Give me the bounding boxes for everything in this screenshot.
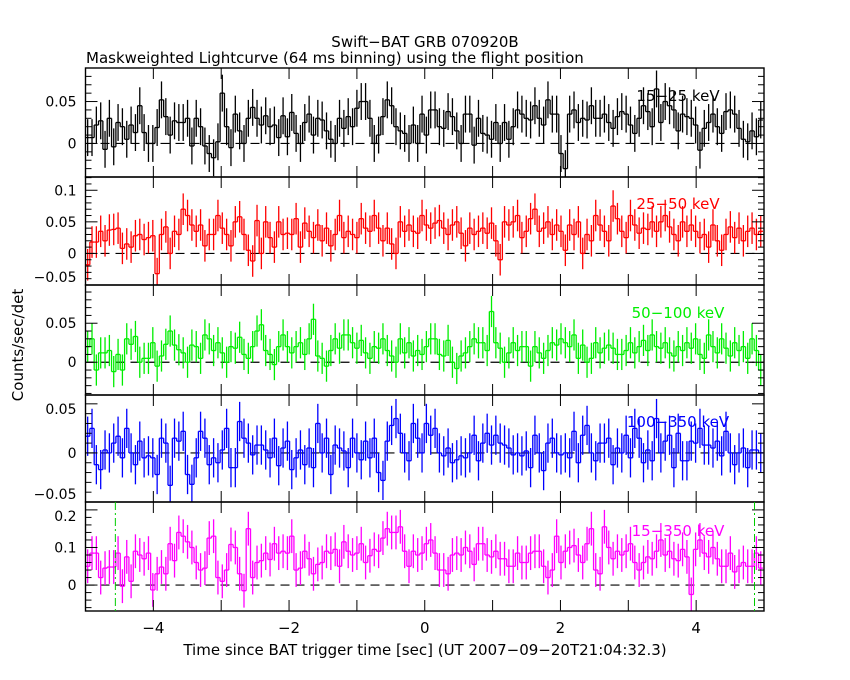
band-label: 25−50 keV [636,195,720,213]
y-tick-label: 0 [68,578,77,594]
y-tick-label: 0.1 [54,540,76,556]
y-tick-label: 0 [68,355,77,371]
panel-4: 0 0.1 0.2 15−350 keV [54,501,765,612]
x-axis-label: Time since BAT trigger time [sec] (UT 20… [182,641,666,659]
y-tick-label: 0.2 [54,509,76,525]
y-tick-label: 0.05 [45,95,76,111]
x-tick-label: 4 [691,619,701,637]
y-tick-label: 0.05 [45,215,76,231]
band-label: 100−350 keV [627,413,730,431]
y-tick-label: −0.05 [34,270,77,286]
y-tick-label: 0.05 [45,316,76,332]
panel-2: 0 0.05 50−100 keV [45,284,765,396]
x-tick-label: 2 [556,619,566,637]
y-tick-label: 0.1 [54,183,76,199]
chart-title: Swift−BAT GRB 070920B [331,33,518,51]
y-tick-label: 0 [68,446,77,462]
y-axis-label: Counts/sec/det [9,289,27,402]
band-label: 50−100 keV [632,304,725,322]
y-tick-label: −0.05 [34,487,77,503]
y-tick-label: 0 [68,136,77,152]
panel-1: −0.05 0 0.05 0.1 25−50 keV [34,176,765,286]
panels: 0 0.05 15−25 keV −0.05 0 0.05 0.1 25−50 keV 0 0.0… [34,67,765,637]
x-tick-label: −2 [278,619,300,637]
band-label: 15−350 keV [632,522,725,540]
x-tick-label: 0 [420,619,430,637]
panel-0: 0 0.05 15−25 keV [45,67,765,178]
y-tick-label: 0.05 [45,402,76,418]
y-tick-label: 0 [68,246,77,262]
band-label: 15−25 keV [636,87,720,105]
x-tick-label: −4 [142,619,164,637]
chart-subtitle: Maskweighted Lightcurve (64 ms binning) … [86,49,584,67]
panel-3: −0.05 0 0.05 100−350 keV [34,394,765,503]
